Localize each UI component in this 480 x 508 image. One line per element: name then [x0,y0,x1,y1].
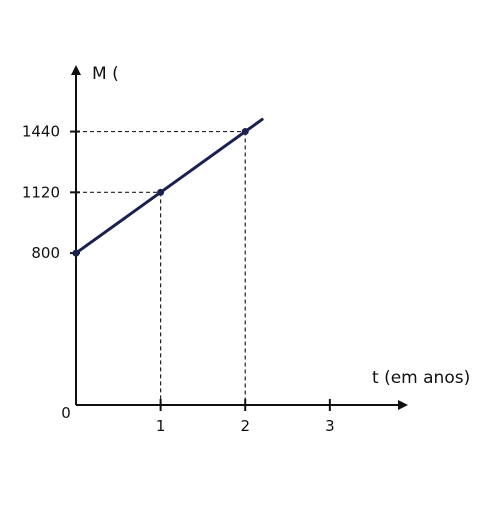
data-point [157,188,165,196]
x-axis-title: t (em anos) [372,368,470,388]
y-tick-labels: 800 1120 1440 [22,123,60,263]
x-tick-label: 1 [156,417,166,435]
guide-lines [76,130,246,405]
x-tick-label: 2 [240,417,250,435]
tick-marks [70,130,331,411]
data-point [72,249,80,257]
origin-label: 0 [61,404,71,422]
data-point [241,128,249,136]
x-tick-label: 3 [325,417,335,435]
series-group [74,117,264,255]
y-tick-label: 1120 [22,183,60,201]
data-points [72,128,249,257]
x-tick-labels: 1 2 3 [156,417,335,435]
series-line [74,117,264,255]
y-tick-label: 800 [31,244,60,262]
y-tick-label: 1440 [22,123,60,141]
y-axis-title: M ( [92,64,119,84]
